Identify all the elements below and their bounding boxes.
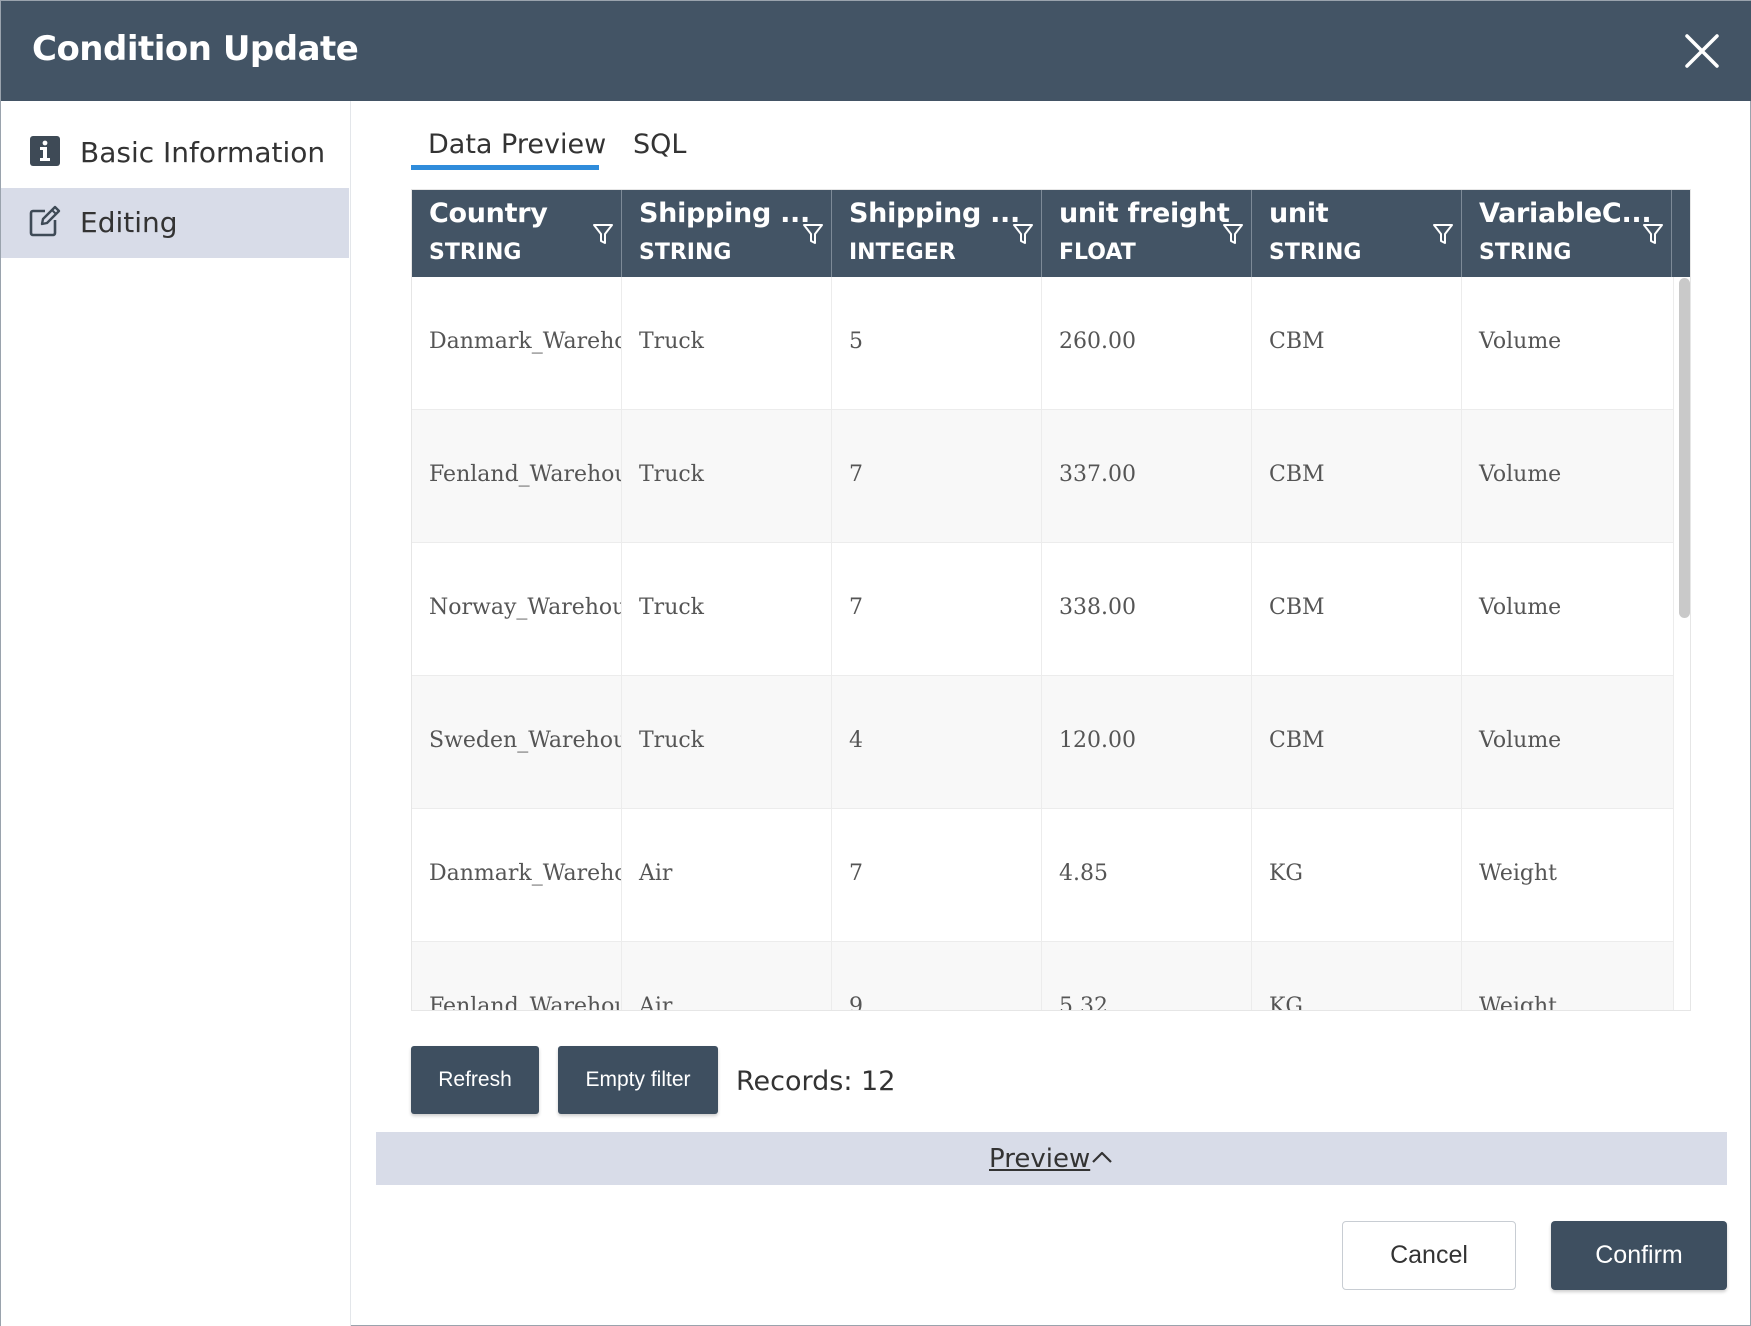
preview-toggle[interactable]: Preview — [376, 1132, 1727, 1185]
close-icon[interactable] — [1683, 32, 1721, 70]
table-cell: CBM — [1252, 277, 1462, 410]
table-cell: 7 — [832, 410, 1042, 543]
cancel-button[interactable]: Cancel — [1342, 1221, 1516, 1290]
table-cell: 260.00 — [1042, 277, 1252, 410]
filter-icon[interactable] — [592, 222, 614, 246]
tab-data-preview[interactable]: Data Preview — [428, 129, 607, 160]
dialog-title: Condition Update — [32, 29, 359, 69]
column-type: STRING — [639, 240, 732, 265]
active-tab-indicator — [411, 165, 599, 170]
table-cell: 5.32 — [1042, 942, 1252, 1010]
table-cell: Norway_Warehouse — [412, 543, 622, 676]
preview-label: Preview — [989, 1144, 1091, 1174]
vertical-scrollbar[interactable] — [1679, 278, 1690, 618]
column-type: STRING — [429, 240, 522, 265]
table-cell: 4 — [832, 676, 1042, 809]
column-type: STRING — [1479, 240, 1572, 265]
table-cell: Volume — [1462, 410, 1674, 543]
table-cell: 7 — [832, 809, 1042, 942]
table-row[interactable]: Fenland_Warehouse Truck 7 337.00 CBM Vol… — [412, 410, 1674, 543]
table-cell: Volume — [1462, 676, 1674, 809]
column-header[interactable]: Shipping ... STRING — [622, 190, 832, 277]
refresh-button[interactable]: Refresh — [411, 1046, 539, 1114]
confirm-button[interactable]: Confirm — [1551, 1221, 1727, 1290]
column-header[interactable]: unit freight FLOAT — [1042, 190, 1252, 277]
table-cell: 337.00 — [1042, 410, 1252, 543]
column-type: STRING — [1269, 240, 1362, 265]
table-cell: Weight — [1462, 942, 1674, 1010]
data-preview-table: Country STRING Shipping ... STRING Shipp… — [411, 189, 1691, 1011]
records-count: Records: 12 — [736, 1066, 896, 1097]
filter-icon[interactable] — [1642, 222, 1664, 246]
filter-icon[interactable] — [1432, 222, 1454, 246]
column-name: unit freight — [1059, 198, 1230, 229]
filter-icon[interactable] — [802, 222, 824, 246]
filter-icon[interactable] — [1222, 222, 1244, 246]
table-cell: CBM — [1252, 676, 1462, 809]
table-cell: CBM — [1252, 410, 1462, 543]
column-header[interactable]: Country STRING — [412, 190, 622, 277]
column-header[interactable]: unit STRING — [1252, 190, 1462, 277]
column-type: INTEGER — [849, 240, 956, 265]
sidebar-item-label: Editing — [80, 206, 178, 239]
column-name: Shipping ... — [639, 198, 810, 229]
table-cell: Truck — [622, 410, 832, 543]
sidebar-item-basic-information[interactable]: Basic Information — [1, 118, 349, 188]
table-cell: Air — [622, 809, 832, 942]
column-type: FLOAT — [1059, 240, 1136, 265]
table-cell: 338.00 — [1042, 543, 1252, 676]
table-cell: Air — [622, 942, 832, 1010]
column-header[interactable]: Shipping ... INTEGER — [832, 190, 1042, 277]
table-cell: Volume — [1462, 277, 1674, 410]
sidebar: Basic Information Editing — [1, 101, 351, 1326]
sidebar-item-label: Basic Information — [80, 136, 326, 169]
table-row[interactable]: Norway_Warehouse Truck 7 338.00 CBM Volu… — [412, 543, 1674, 676]
column-name: Shipping ... — [849, 198, 1020, 229]
table-cell: Truck — [622, 277, 832, 410]
table-cell: Weight — [1462, 809, 1674, 942]
table-cell: 7 — [832, 543, 1042, 676]
dialog-header: Condition Update — [1, 1, 1751, 101]
table-cell: Volume — [1462, 543, 1674, 676]
table-cell: Sweden_Warehouse — [412, 676, 622, 809]
table-row[interactable]: Danmark_Warehouse Truck 5 260.00 CBM Vol… — [412, 277, 1674, 410]
empty-filter-button[interactable]: Empty filter — [558, 1046, 718, 1114]
tab-sql[interactable]: SQL — [633, 129, 687, 160]
info-icon — [30, 136, 60, 166]
table-cell: Danmark_Warehouse — [412, 277, 622, 410]
table-header: Country STRING Shipping ... STRING Shipp… — [412, 190, 1690, 277]
table-row[interactable]: Sweden_Warehouse Truck 4 120.00 CBM Volu… — [412, 676, 1674, 809]
table-cell: 9 — [832, 942, 1042, 1010]
table-cell: KG — [1252, 942, 1462, 1010]
table-row[interactable]: Fenland_Warehouse Air 9 5.32 KG Weight — [412, 942, 1674, 1010]
column-header[interactable]: VariableC... STRING — [1462, 190, 1672, 277]
table-cell: CBM — [1252, 543, 1462, 676]
filter-icon[interactable] — [1012, 222, 1034, 246]
sidebar-item-editing[interactable]: Editing — [1, 188, 349, 258]
table-body: Danmark_Warehouse Truck 5 260.00 CBM Vol… — [412, 277, 1674, 1010]
table-cell: Fenland_Warehouse — [412, 410, 622, 543]
table-cell: 5 — [832, 277, 1042, 410]
column-name: Country — [429, 198, 548, 229]
table-cell: 120.00 — [1042, 676, 1252, 809]
chevron-up-icon — [1092, 1151, 1112, 1163]
table-cell: Fenland_Warehouse — [412, 942, 622, 1010]
table-row[interactable]: Danmark_Warehouse Air 7 4.85 KG Weight — [412, 809, 1674, 942]
column-name: unit — [1269, 198, 1329, 229]
table-cell: KG — [1252, 809, 1462, 942]
table-cell: Truck — [622, 676, 832, 809]
table-cell: Truck — [622, 543, 832, 676]
edit-icon — [29, 205, 61, 237]
table-cell: Danmark_Warehouse — [412, 809, 622, 942]
column-name: VariableC... — [1479, 198, 1652, 229]
table-cell: 4.85 — [1042, 809, 1252, 942]
